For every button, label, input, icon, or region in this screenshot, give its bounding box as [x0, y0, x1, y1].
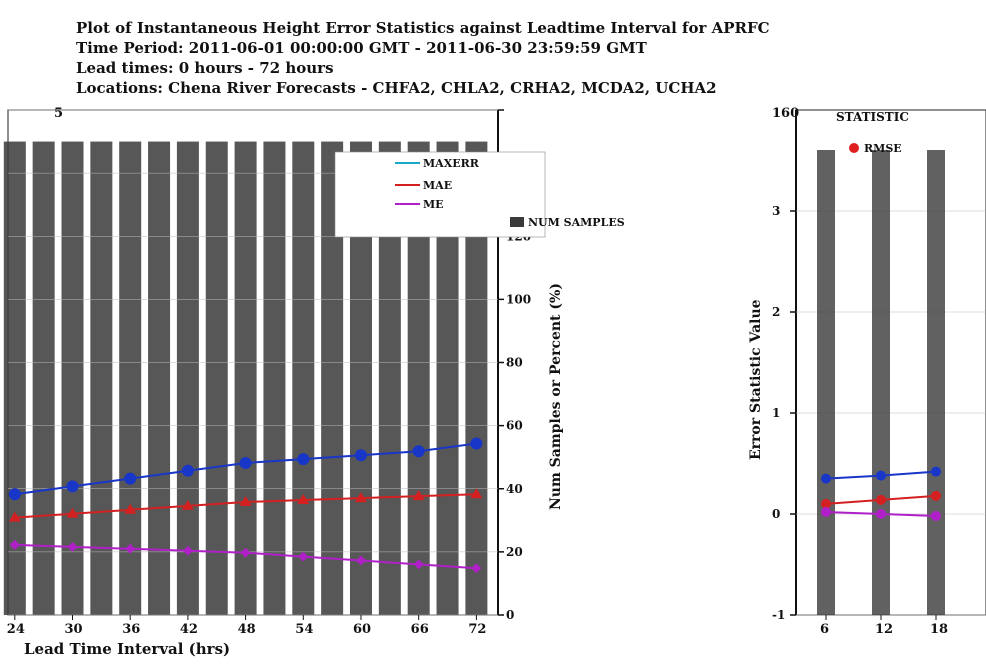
legend-rmse: RMSE	[864, 142, 902, 155]
inset-y-tick-label: -1	[772, 608, 785, 622]
num-samples-bar	[465, 141, 488, 615]
mae-point	[470, 488, 483, 499]
right-tick-label: 0	[506, 608, 514, 622]
num-samples-bar	[90, 141, 113, 615]
legend-num-swatch	[510, 217, 524, 227]
locations: Locations: Chena River Forecasts - CHFA2…	[76, 79, 717, 97]
inset-point-me	[821, 506, 831, 517]
x-tick-label: 36	[122, 622, 140, 637]
x-tick-label: 48	[238, 622, 256, 637]
inset-y-tick-label: 0	[772, 507, 780, 521]
right-ylabel: Num Samples or Percent (%)	[548, 283, 564, 510]
rmse-point	[124, 472, 137, 485]
legend-me: ME	[423, 198, 444, 211]
inset-point-me	[876, 509, 886, 519]
lead-times: Lead times: 0 hours - 72 hours	[76, 59, 334, 77]
time-period: Time Period: 2011-06-01 00:00:00 GMT - 2…	[76, 39, 647, 57]
x-tick-label: 24	[7, 622, 25, 637]
mae-point	[354, 492, 367, 503]
inset-y-tick-label: 3	[772, 204, 780, 218]
rmse-point	[181, 464, 194, 477]
inset-point-me	[931, 511, 941, 522]
right-tick-label: 100	[506, 292, 531, 306]
num-samples-bar	[61, 141, 84, 615]
inset-point-mae	[876, 494, 886, 505]
inset-x-tick-label: 12	[875, 622, 893, 637]
x-tick-label: 66	[411, 622, 429, 637]
chart-title: Plot of Instantaneous Height Error Stati…	[76, 19, 770, 37]
mae-point	[181, 499, 194, 510]
rmse-point	[8, 488, 21, 501]
me-point	[298, 551, 309, 562]
mae-point	[297, 494, 310, 505]
num-samples-bar	[176, 141, 199, 615]
right-tick-label: 40	[506, 482, 523, 496]
num-samples-bar	[263, 141, 286, 615]
me-point	[67, 541, 78, 552]
inset-ylabel: Error Statistic Value	[748, 299, 764, 460]
inset-y-tick-label: 2	[772, 305, 780, 319]
left-top-tick: 5	[54, 106, 63, 121]
num-samples-bar	[205, 141, 228, 615]
num-samples-bar	[349, 141, 372, 615]
inset-bar	[872, 150, 890, 615]
legend-maxerr: MAXERR	[423, 157, 480, 170]
rmse-point	[66, 480, 79, 493]
x-tick-label: 30	[65, 622, 83, 637]
legend-rmse-marker	[849, 143, 859, 153]
inset-point-rmse	[931, 466, 941, 477]
mae-point	[124, 503, 137, 514]
me-point	[413, 559, 424, 570]
num-samples-bar	[148, 141, 171, 615]
num-samples-bar	[234, 141, 257, 615]
right-top-tick: 160	[772, 106, 799, 121]
me-point	[182, 545, 193, 556]
me-point	[355, 555, 366, 566]
rmse-point	[412, 445, 425, 458]
me-point	[125, 543, 136, 554]
legend-mae: MAE	[423, 179, 452, 192]
x-tick-label: 42	[180, 622, 198, 637]
inset-point-mae	[821, 498, 831, 509]
x-axis-label: Lead Time Interval (hrs)	[24, 640, 231, 658]
me-point	[471, 563, 482, 574]
x-tick-label: 54	[295, 622, 313, 637]
rmse-point	[470, 437, 483, 450]
inset-y-tick-label: 1	[772, 406, 780, 420]
inset-point-rmse	[876, 470, 886, 481]
rmse-point	[354, 449, 367, 462]
right-tick-label: 60	[506, 419, 523, 433]
legend: MAXERR MAE ME NUM SAMPLES RMSE	[334, 142, 902, 238]
num-samples-bar	[292, 141, 315, 615]
inset-bar	[817, 150, 835, 615]
num-samples-bar	[436, 141, 459, 615]
legend-num: NUM SAMPLES	[528, 216, 625, 229]
mae-point	[66, 507, 79, 518]
num-samples-bar	[321, 141, 344, 615]
me-point	[240, 547, 251, 558]
inset-bar	[927, 150, 945, 615]
inset-x-tick-label: 6	[820, 622, 829, 637]
rmse-point	[239, 457, 252, 469]
x-tick-label: 72	[468, 622, 486, 637]
mae-point	[8, 511, 21, 522]
x-tick-label: 60	[353, 622, 371, 637]
me-point	[9, 539, 20, 550]
inset-point-mae	[931, 490, 941, 501]
right-tick-label: 20	[506, 545, 523, 559]
mae-point	[239, 496, 252, 506]
inset-x-tick-label: 18	[930, 622, 948, 637]
right-tick-label: 80	[506, 356, 523, 370]
num-samples-bar	[32, 141, 55, 615]
inset-point-rmse	[821, 473, 831, 484]
legend-title: STATISTIC	[836, 110, 909, 124]
num-samples-bar	[119, 141, 142, 615]
rmse-point	[297, 453, 310, 466]
num-samples-bar	[3, 141, 26, 615]
mae-point	[412, 490, 425, 501]
